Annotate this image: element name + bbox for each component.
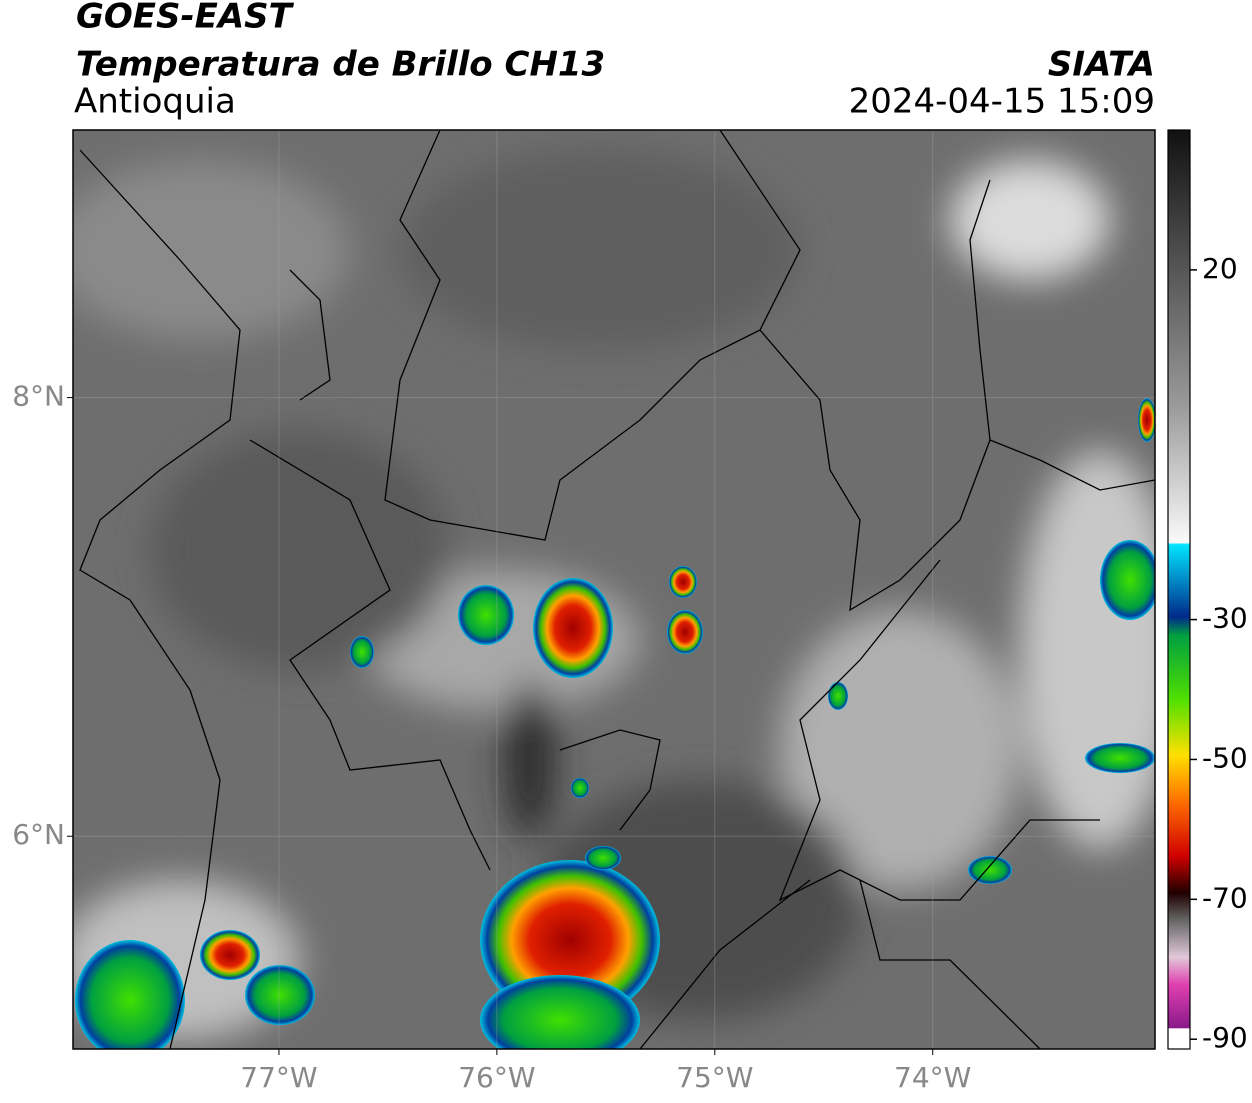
colorbar-tick-label: -90: [1202, 1021, 1248, 1054]
satellite-image: [73, 130, 1155, 1049]
subtitle: Temperatura de Brillo CH13: [76, 45, 605, 85]
y-tick-label: 8°N: [12, 380, 65, 413]
x-tick-label: 74°W: [894, 1061, 971, 1094]
colorbar-tick-label: -70: [1202, 881, 1248, 914]
colorbar: [1167, 129, 1191, 1050]
y-tick-label: 6°N: [12, 818, 65, 851]
x-tick-label: 76°W: [458, 1061, 535, 1094]
colorbar-tick-label: -50: [1202, 741, 1248, 774]
title: GOES-EAST: [76, 0, 295, 37]
map-frame: [72, 129, 1156, 1050]
datetime: 2024-04-15 15:09: [849, 82, 1155, 122]
colorbar-tick-label: -30: [1202, 602, 1248, 635]
x-tick-label: 75°W: [676, 1061, 753, 1094]
region: Antioquia: [74, 82, 236, 122]
x-tick-label: 77°W: [240, 1061, 317, 1094]
colorbar-tick-label: 20: [1202, 252, 1238, 285]
grid: [73, 130, 1155, 1049]
source: SIATA: [1048, 45, 1155, 85]
